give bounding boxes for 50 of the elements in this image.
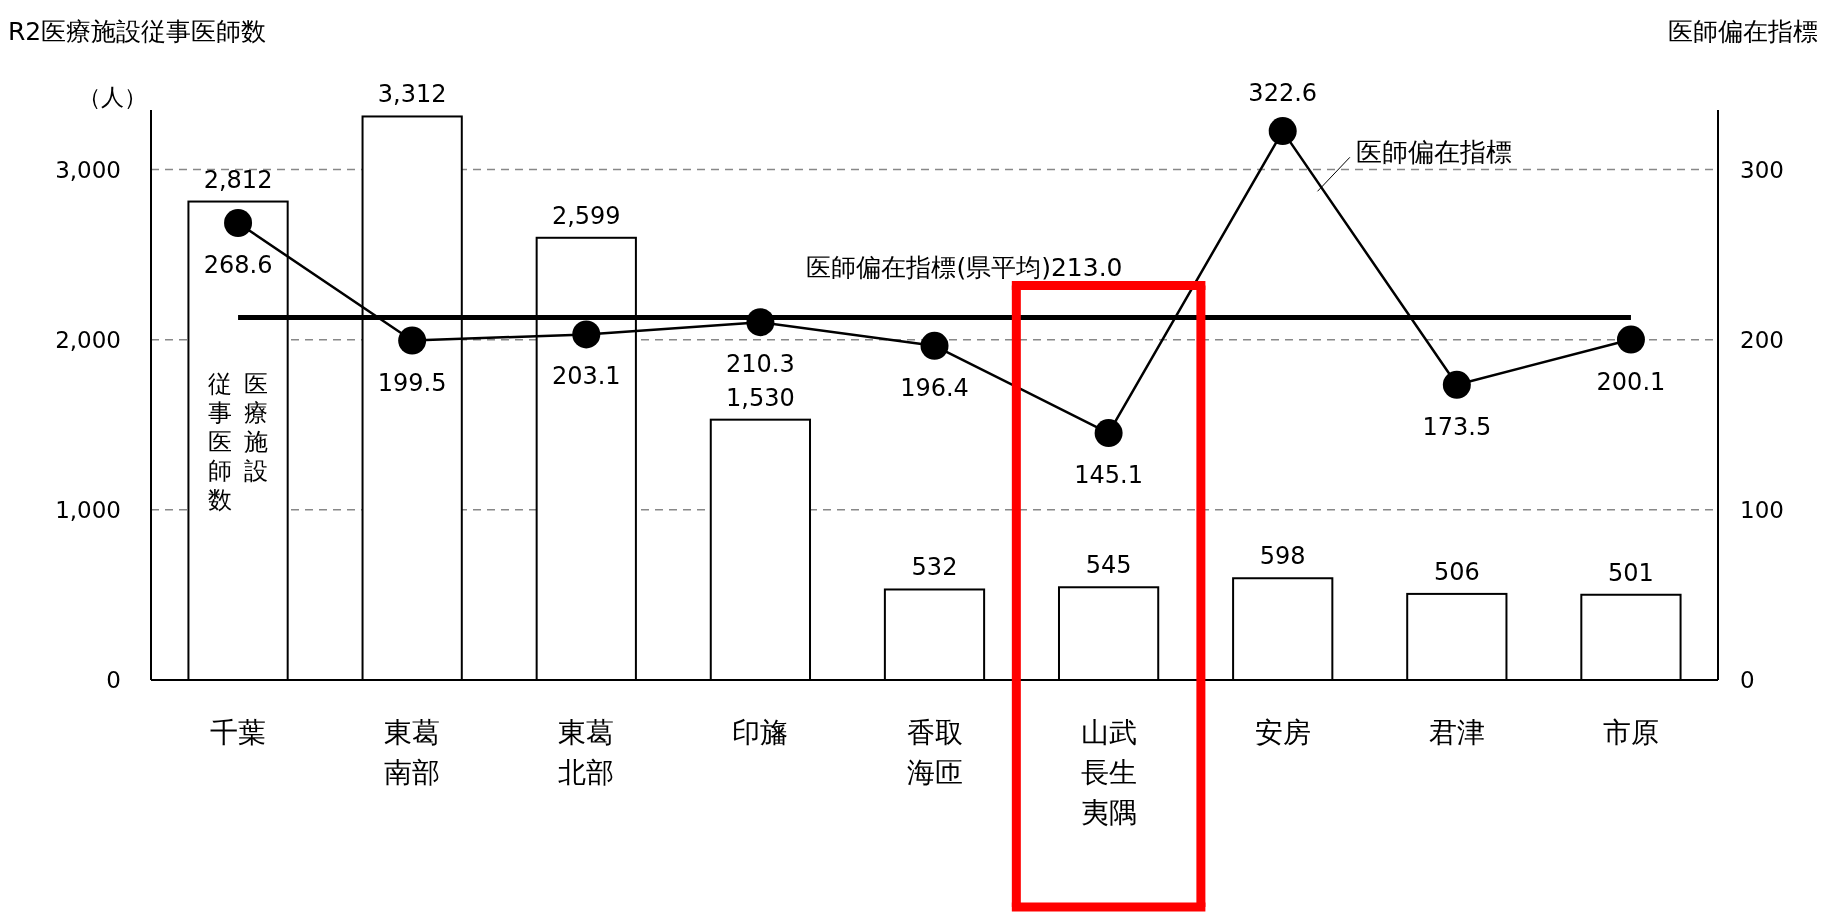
data-label: 322.6 — [1248, 79, 1318, 108]
y2-tick-label: 0 — [1740, 667, 1755, 693]
x-tick-label: 市原 — [1602, 716, 1659, 749]
data-label: 203.1 — [551, 362, 621, 391]
y2-tick-label: 100 — [1740, 496, 1784, 523]
point — [572, 320, 601, 349]
data-label: 545 — [1085, 551, 1132, 580]
point — [1094, 419, 1123, 448]
data-label: 532 — [911, 553, 958, 582]
data-label: 501 — [1608, 558, 1654, 587]
text: （人） — [78, 84, 147, 110]
x-tick-label: 東葛南部 — [384, 716, 441, 789]
point — [1616, 325, 1645, 354]
series-label: 医師偏在指標 — [1355, 137, 1512, 168]
y2-tick-label: 300 — [1740, 156, 1784, 183]
y-tick-label: 1,000 — [55, 496, 121, 523]
y-tick-label: 0 — [106, 667, 121, 693]
y-tick-label: 3,000 — [55, 156, 121, 183]
data-label: 196.4 — [900, 373, 969, 402]
data-label: 506 — [1433, 557, 1480, 586]
data-label: 210.3 — [726, 350, 795, 379]
ref-line-label: 医師偏在指標(県平均)213.0 — [806, 252, 1123, 282]
x-tick-label: 印旛 — [732, 716, 789, 749]
data-label: 200.1 — [1596, 367, 1666, 396]
point — [920, 331, 949, 360]
x-tick-label: 安房 — [1254, 716, 1311, 749]
point — [1442, 370, 1471, 399]
x-tick-label: 君津 — [1428, 716, 1485, 749]
x-tick-label: 香取海匝 — [906, 716, 963, 789]
y2-axis-title: 医師偏在指標 — [1668, 17, 1818, 46]
data-label: 598 — [1259, 542, 1306, 571]
y-axis-title: R2医療施設従事医師数 — [8, 17, 267, 46]
point — [224, 208, 253, 237]
data-label: 1,530 — [726, 383, 795, 412]
point — [398, 326, 427, 355]
y-tick-label: 2,000 — [55, 326, 121, 353]
x-tick-label: 山武長生夷隅 — [1080, 716, 1137, 829]
data-label: 268.6 — [203, 250, 273, 279]
data-label: 2,812 — [203, 165, 273, 194]
text: 医療施設従事医師数 — [208, 369, 269, 514]
data-label: 199.5 — [377, 368, 447, 397]
x-tick-label: 東葛北部 — [558, 716, 615, 789]
data-label: 3,312 — [377, 80, 447, 109]
point — [746, 308, 775, 337]
x-tick-label: 千葉 — [210, 716, 267, 749]
point — [1268, 117, 1297, 146]
data-label: 2,599 — [551, 201, 621, 230]
y2-tick-label: 200 — [1740, 326, 1784, 353]
data-label: 173.5 — [1422, 412, 1492, 441]
data-label: 145.1 — [1074, 461, 1143, 490]
